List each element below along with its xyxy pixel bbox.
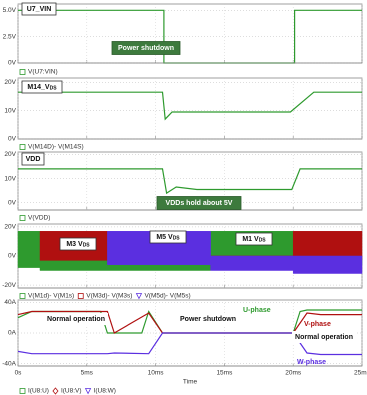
annotation-text: VDD [26,156,41,163]
x-tick-label: 10ms [148,370,165,377]
y-tick-label: 10V [4,175,16,182]
plot-area [17,77,363,140]
annotation-text: M1 V [242,236,259,243]
annotation-text: VDDs hold about 5V [166,200,233,207]
legend-label: V(M14D)- V(M14S) [28,144,84,151]
annotation-box [178,313,238,325]
annotation-text: U7_VIN [27,6,52,13]
x-axis-title: Time [183,379,198,386]
y-tick-label: 0A [8,330,17,337]
annotation-text: W-phase [297,359,326,366]
y-tick-label: 40A [4,299,16,306]
legend-marker [77,293,84,299]
legend-label: V(VDD) [28,215,50,222]
legend-label: I(U8:W) [94,388,116,395]
annotation-subscript: DS [173,236,181,242]
legend-marker [19,69,26,75]
y-tick-label: 2.5V [3,33,17,40]
annotation: V-phase [304,321,331,328]
annotation-box [292,331,356,343]
annotation-subscript: DS [83,243,91,249]
y-tick-label: 0V [8,60,17,67]
legend-label: I(U8:V) [61,388,82,395]
annotation-text: Normal operation [295,334,353,341]
annotation-box [111,41,181,55]
x-tick-label: 0s [15,370,23,377]
series-line [18,91,362,121]
annotation-text: Normal operation [47,316,105,323]
annotation: M5 VDS [156,234,180,242]
annotation-box [156,196,242,210]
annotation-text: U-phase [243,307,271,314]
y-tick-label: 10V [4,107,16,114]
annotation: Power shutdown [118,45,174,52]
annotation: U7_VIN [27,6,52,13]
annotation: Normal operation [47,316,105,323]
y-tick-label: -20V [2,282,16,289]
series-line [17,310,362,334]
y-tick-label: 0V [8,199,17,206]
y-tick-label: 20V [4,224,16,231]
annotation: Normal operation [295,334,353,341]
y-tick-label: 5.0V [3,7,17,14]
legend-label: V(M3d)- V(M3s) [86,293,132,300]
series-line [18,168,362,195]
annotation-box [44,313,108,325]
y-tick-label: 0V [8,136,17,143]
y-tick-label: 20V [4,151,16,158]
annotation-text: Power shutdown [180,316,236,323]
legend-marker [19,388,26,394]
annotation: U-phase [243,307,271,314]
annotation-subscript: DS [259,238,267,244]
annotation-box [59,237,97,251]
annotation: M14_VDS [27,84,57,92]
y-tick-label: 20V [4,79,16,86]
x-tick-label: 25ms [354,370,367,377]
annotation: VDD [26,156,41,163]
annotation-box [149,230,187,244]
legend-marker [19,293,26,299]
legend-label: V(M5d)- V(M5s) [144,293,190,300]
annotation-text: V-phase [304,321,331,328]
y-tick-label: 0V [8,253,17,260]
annotation-box [21,2,57,16]
annotation-text: M3 V [66,241,83,248]
legend-marker [19,215,26,221]
legend-label: V(U7:VIN) [28,69,58,76]
legend-marker [84,388,92,395]
legend-label: V(M1d)- V(M1s) [28,293,74,300]
legend-marker [52,387,59,395]
series-line [17,332,362,356]
x-tick-label: 5ms [81,370,94,377]
annotation-text: M14_V [27,84,50,91]
annotation: M1 VDS [242,236,266,244]
plot-area [17,3,363,64]
annotation-box [21,152,45,166]
x-tick-label: 15ms [216,370,233,377]
legend-marker [19,144,26,150]
annotation-text: Power shutdown [118,45,174,52]
x-tick-label: 20ms [285,370,302,377]
annotation: M3 VDS [66,241,90,249]
annotation-box [21,80,63,94]
annotation: VDDs hold about 5V [166,200,233,207]
y-tick-label: -40A [2,360,16,367]
legend-marker [135,293,143,300]
annotation-text: M5 V [156,234,173,241]
annotation-subscript: DS [50,86,58,92]
annotation: W-phase [297,359,326,366]
annotation-box [235,232,273,246]
annotation: Power shutdown [180,316,236,323]
legend-label: I(U8:U) [28,388,49,395]
